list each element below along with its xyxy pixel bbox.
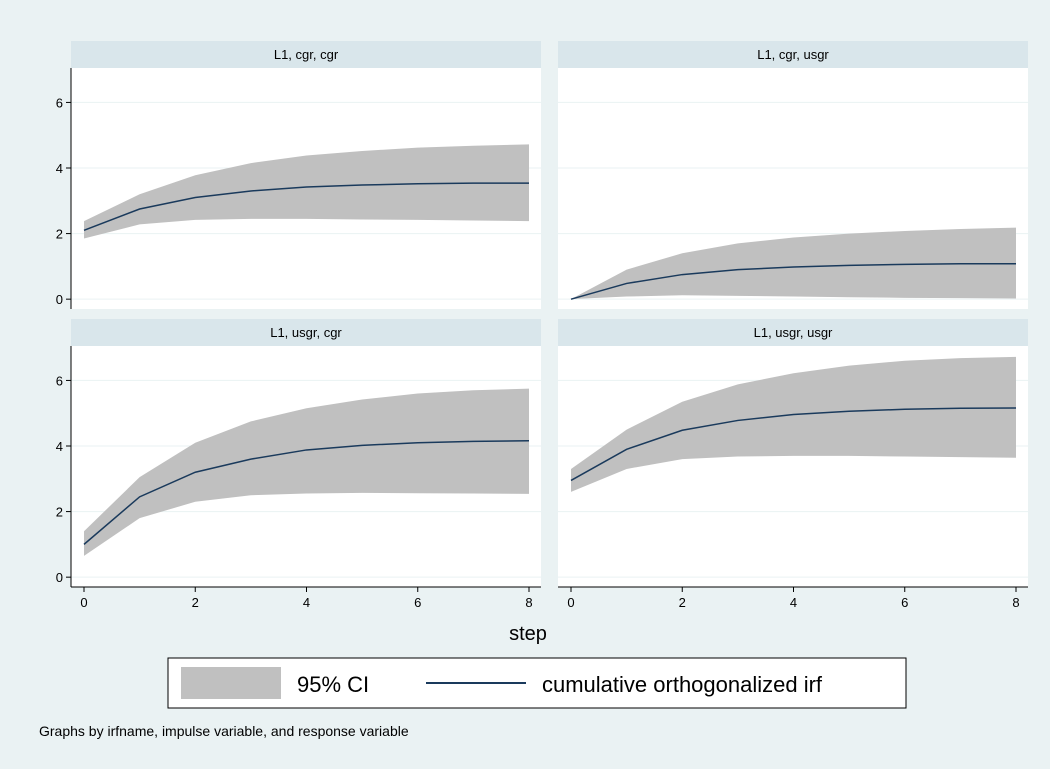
panels: L1, cgr, cgr 0 2 4 6 L1, cgr, usgr L1, usgr, c…	[56, 41, 1028, 610]
panel-title-strip	[558, 41, 1028, 68]
x-tick-label: 4	[790, 595, 797, 610]
panel-1: L1, cgr, cgr 0 2 4 6	[56, 41, 541, 309]
panel-2: L1, cgr, usgr	[558, 41, 1028, 309]
y-tick-label: 0	[56, 570, 63, 585]
panel-title: L1, cgr, cgr	[274, 47, 339, 62]
x-tick-label: 8	[1012, 595, 1019, 610]
irf-line	[570, 407, 1017, 482]
irf-line	[83, 440, 530, 545]
legend-box	[167, 657, 907, 709]
panel-title-strip	[71, 319, 541, 346]
legend-ci-label: 95% CI	[297, 672, 369, 697]
x-tick-label: 0	[567, 595, 574, 610]
ci-band	[84, 144, 529, 239]
x-tick-label: 6	[901, 595, 908, 610]
ci-band	[84, 388, 529, 556]
x-tick-label: 8	[525, 595, 532, 610]
y-tick-label: 6	[56, 373, 63, 388]
y-tick-label: 0	[56, 292, 63, 307]
panel-title-strip	[558, 319, 1028, 346]
x-tick-label: 4	[303, 595, 310, 610]
y-tick-label: 4	[56, 161, 63, 176]
panel-3: L1, usgr, cgr 0 2 4 6 0 2 4 6 8	[56, 319, 541, 610]
y-tick-label: 2	[56, 505, 63, 520]
x-axis-label: step	[509, 623, 547, 645]
legend-irf-label: cumulative orthogonalized irf	[542, 672, 823, 697]
x-tick-label: 0	[80, 595, 87, 610]
y-tick-label: 6	[56, 95, 63, 110]
x-tick-label: 6	[414, 595, 421, 610]
irf-line	[570, 263, 1016, 300]
ci-band	[571, 356, 1016, 492]
panel-title-strip	[71, 41, 541, 68]
legend: 95% CI cumulative orthogonalized irf	[167, 657, 907, 709]
panel-title: L1, cgr, usgr	[757, 47, 829, 62]
panel-title: L1, usgr, usgr	[754, 325, 833, 340]
x-tick-label: 2	[679, 595, 686, 610]
legend-ci-swatch	[181, 667, 281, 699]
y-tick-label: 4	[56, 439, 63, 454]
panel-4: L1, usgr, usgr 0 2 4 6 8	[558, 319, 1028, 610]
panel-title: L1, usgr, cgr	[270, 325, 342, 340]
y-tick-label: 2	[56, 227, 63, 242]
irf-line	[83, 182, 529, 232]
graph-note: Graphs by irfname, impulse variable, and…	[39, 723, 409, 739]
ci-band	[571, 227, 1016, 300]
x-tick-label: 2	[192, 595, 199, 610]
